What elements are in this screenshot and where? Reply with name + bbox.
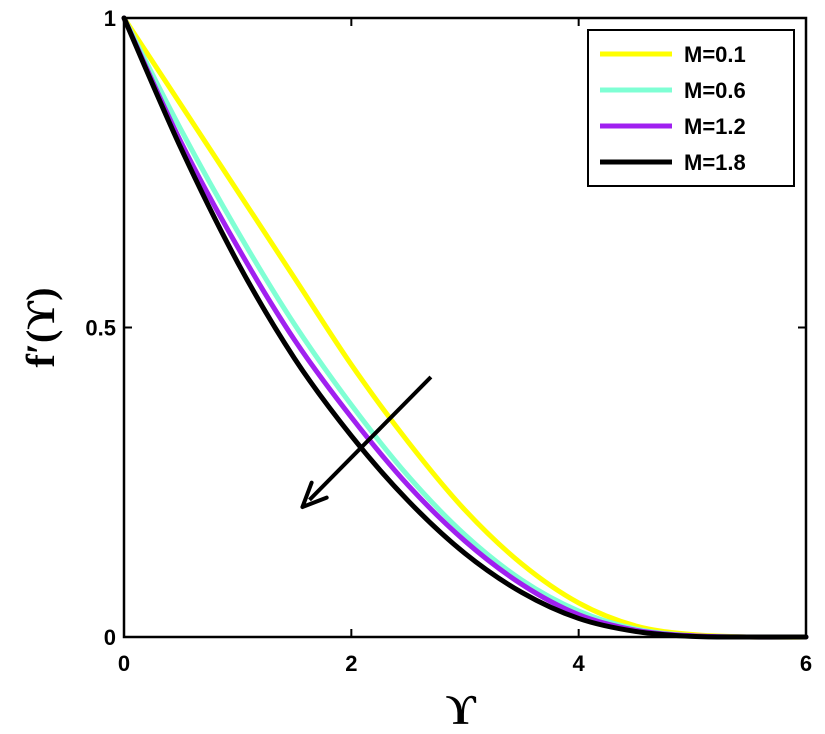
legend: M=0.1 M=0.6 M=1.2 M=1.8 bbox=[587, 29, 795, 187]
x-tick-label: 4 bbox=[573, 651, 586, 676]
y-axis-label: f′(ϒ) bbox=[18, 287, 63, 367]
arrow-shaft bbox=[308, 375, 433, 502]
legend-entry: M=0.6 bbox=[684, 78, 746, 103]
plot-area bbox=[121, 15, 809, 640]
annotations bbox=[300, 375, 433, 510]
tick-labels: 0 2 4 6 0 0.5 1 bbox=[85, 6, 812, 676]
legend-entry: M=0.1 bbox=[684, 42, 746, 67]
x-tick-label: 2 bbox=[345, 651, 357, 676]
legend-entry: M=1.2 bbox=[684, 114, 746, 139]
legend-entry: M=1.8 bbox=[684, 150, 746, 175]
y-tick-label: 0.5 bbox=[85, 316, 116, 341]
x-tick-label: 6 bbox=[800, 651, 812, 676]
arrow-head bbox=[300, 480, 329, 510]
x-tick-label: 0 bbox=[118, 651, 130, 676]
series-line-4 bbox=[121, 15, 809, 640]
y-tick-label: 0 bbox=[104, 625, 116, 650]
x-axis-label: ϒ bbox=[446, 688, 477, 734]
y-tick-label: 1 bbox=[104, 6, 116, 31]
